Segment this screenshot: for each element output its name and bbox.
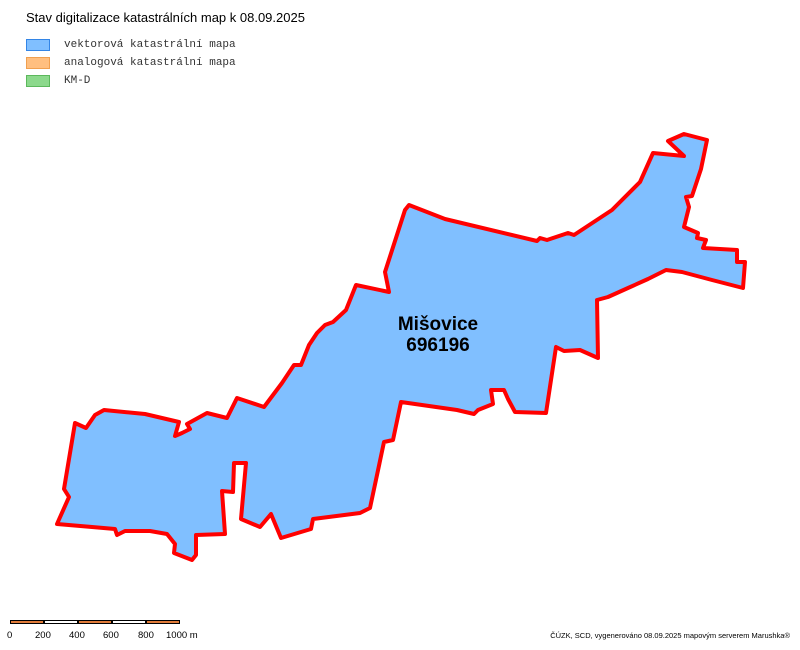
legend-item-kmd: KM-D	[26, 72, 236, 90]
legend-item-vector: vektorová katastrální mapa	[26, 36, 236, 54]
legend-label-vector: vektorová katastrální mapa	[64, 39, 236, 51]
legend-item-analog: analogová katastrální mapa	[26, 54, 236, 72]
scale-segment	[44, 620, 78, 624]
map-title: Stav digitalizace katastrálních map k 08…	[26, 10, 305, 25]
scale-label: 1000 m	[166, 630, 198, 641]
scale-label: 600	[103, 630, 119, 641]
legend-label-analog: analogová katastrální mapa	[64, 57, 236, 69]
map-credit: ČÚZK, SCD, vygenerováno 08.09.2025 mapov…	[550, 631, 790, 640]
scale-bar: 0 200 400 600 800 1000 m	[7, 620, 198, 646]
scale-label: 800	[138, 630, 154, 641]
legend-swatch-kmd	[26, 75, 50, 87]
legend-swatch-analog	[26, 57, 50, 69]
scale-label: 0	[7, 630, 13, 641]
area-name-label: Mišovice	[398, 314, 478, 335]
scale-label: 400	[69, 630, 85, 641]
area-code-label: 696196	[406, 335, 469, 356]
legend-label-kmd: KM-D	[64, 75, 91, 87]
scale-segment	[112, 620, 146, 624]
scale-segment	[10, 620, 44, 624]
scale-label: 200	[35, 630, 51, 641]
scale-segment	[78, 620, 112, 624]
legend: vektorová katastrální mapa analogová kat…	[26, 36, 236, 90]
legend-swatch-vector	[26, 39, 50, 51]
cadastral-area-polygon[interactable]	[55, 132, 747, 562]
scale-segment	[146, 620, 180, 624]
